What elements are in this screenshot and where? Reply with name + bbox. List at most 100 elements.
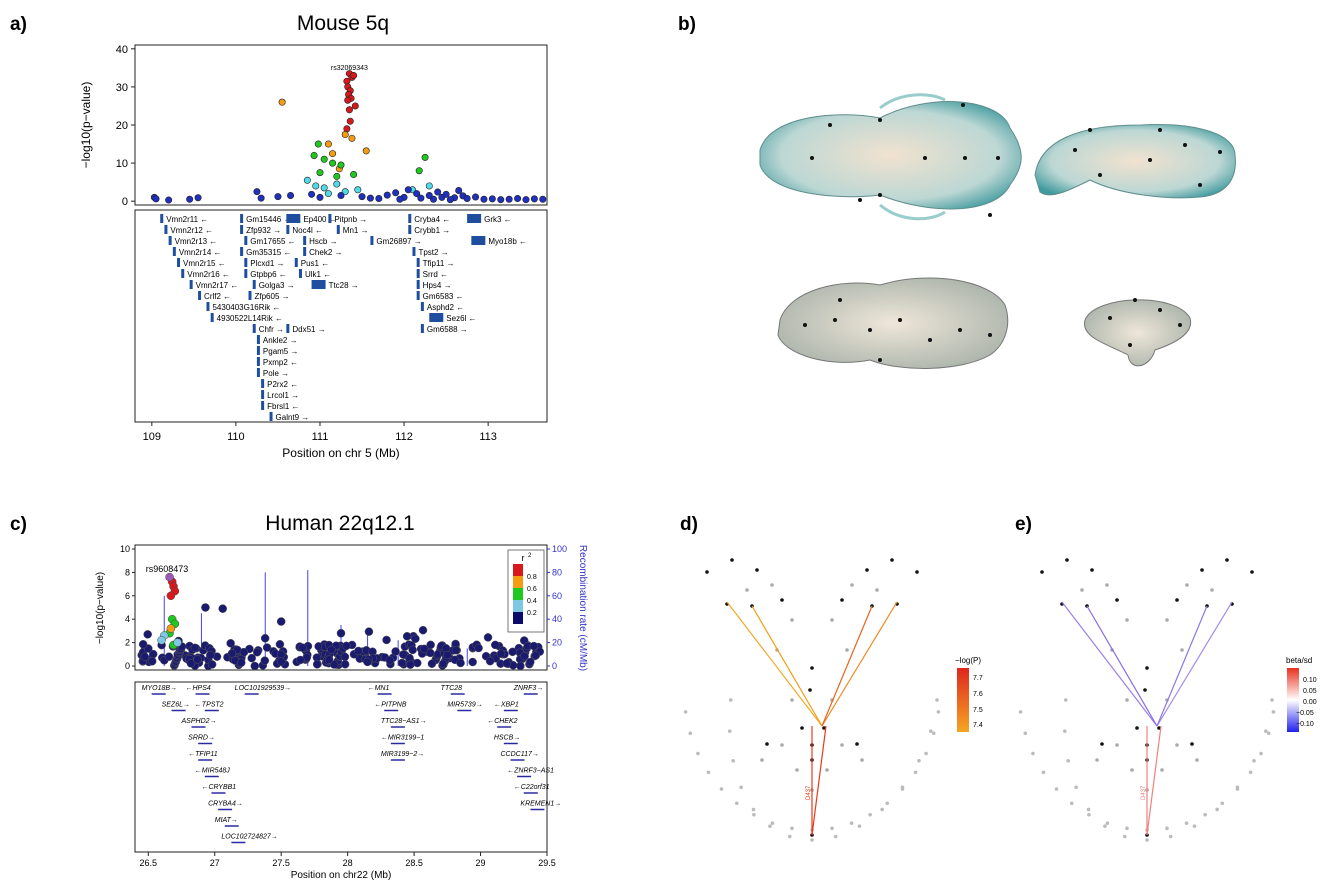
human-snp-point (261, 657, 269, 665)
face-landmark-dot (1250, 570, 1254, 574)
mouse-gene-box (337, 225, 340, 234)
mouse-gene-box (299, 269, 302, 278)
face-landmark-dot (1100, 742, 1104, 746)
skull-landmark-dot (1088, 128, 1092, 132)
face-landmark-dot (875, 588, 879, 592)
mouse-gene-box (244, 236, 247, 245)
mouse-xtick-label: 111 (312, 431, 329, 443)
human-snp-point (174, 639, 182, 647)
human-snp-point (141, 653, 149, 661)
mouse-gene-box (181, 269, 184, 278)
face-landmark-dot (840, 743, 844, 747)
logp-tick-1: 7.6 (973, 691, 983, 698)
human-snp-point (530, 642, 538, 650)
mouse-snp-point (498, 196, 504, 202)
skull-landmark-dot (988, 213, 992, 217)
r2-tick-06: 0.6 (527, 586, 537, 593)
human-y2tick-label: 20 (552, 638, 562, 648)
skull-landmark-dot (1098, 173, 1102, 177)
human-snp-point (219, 605, 227, 613)
skull-landmark-dot (988, 333, 992, 337)
face-edge-line (1147, 726, 1161, 835)
panel-b-label: b) (678, 14, 696, 35)
skull-landmark-dot (1158, 128, 1162, 132)
mouse-gene-label: Sez6l ← (446, 314, 476, 323)
human-snp-point (413, 659, 421, 667)
human-snp-point (419, 626, 427, 634)
skull-landmark-dot (1178, 323, 1182, 327)
mouse-snp-point (349, 135, 355, 141)
mouse-snp-point (514, 195, 520, 201)
human-gene-label: SEZ6L→ (162, 702, 190, 709)
mouse-gene-label: Pitpnb → (334, 215, 367, 224)
mouse-gene-label: Hps4 → (423, 281, 452, 290)
mouse-gene-box (286, 214, 300, 223)
mouse-snp-point (376, 195, 382, 201)
mouse-snp-point (481, 196, 487, 202)
mouse-snp-point (447, 196, 453, 202)
mouse-gene-label: Gm17655 ← (250, 237, 295, 246)
human-snp-point (325, 656, 333, 664)
mouse-snp-point (317, 169, 323, 175)
logp-colorbar: −log(P) 7.7 7.6 7.5 7.4 (955, 656, 983, 732)
human-y2tick-label: 100 (552, 544, 567, 554)
human-snp-point (158, 636, 166, 644)
human-gene-label: CRYBA4→ (208, 801, 243, 808)
r2-legend-title: r (522, 553, 525, 563)
mouse-snp-point (344, 78, 350, 84)
face-landmark-dot (840, 598, 844, 602)
mouse-gene-label: Pus1 ← (301, 259, 329, 268)
mouse-gene-label: Gm35315 ← (246, 248, 291, 257)
human-xtick-label: 27 (210, 858, 220, 868)
human-snp-point (194, 655, 202, 663)
human-gene-label: ←MIR3199−1 (381, 735, 424, 742)
face-landmark-dot (760, 758, 764, 762)
beta-tick-0: 0.10 (1303, 677, 1317, 684)
human-snp-point (206, 651, 214, 659)
face-landmark-dot (1225, 558, 1229, 562)
human-snp-point (403, 632, 411, 640)
skull-landmark-dot (878, 193, 882, 197)
human-snp-point (144, 630, 152, 638)
mouse-snp-point (464, 195, 470, 201)
mouse-snp-point (321, 156, 327, 162)
face-landmark-dot (924, 752, 928, 756)
skull-frontal-view (1084, 300, 1190, 366)
face-landmark-dot (868, 813, 872, 817)
human-snp-point (383, 636, 391, 644)
face-landmark-dot (1185, 583, 1189, 587)
mouse-gene-box (240, 247, 243, 256)
mouse-snp-point (422, 154, 428, 160)
face-landmark-dot (1215, 808, 1219, 812)
mouse-gene-box (417, 291, 420, 300)
mouse-lead-snp-label: rs32069343 (331, 65, 368, 72)
face-landmark-dot (752, 813, 756, 817)
human-snp-point (439, 660, 447, 668)
skull-landmark-dot (878, 358, 882, 362)
skull-ventral-view (778, 278, 1008, 369)
mouse-gene-label: Chek2 → (309, 248, 342, 257)
human-snp-point (191, 644, 199, 652)
skull-landmark-dot (923, 156, 927, 160)
beta-colorbar: beta/sd 0.10 0.05 0.00 −0.05 −0.10 (1286, 656, 1317, 732)
face-landmark-dot (1145, 838, 1149, 842)
mouse-gene-box (417, 280, 420, 289)
mouse-gene-box (408, 225, 411, 234)
human-ytick-label: 8 (125, 567, 130, 577)
mouse-gene-box (240, 214, 243, 223)
human-xtick-label: 28.5 (405, 858, 423, 868)
skull-landmark-dot (1133, 298, 1137, 302)
human-snp-point (497, 650, 505, 658)
mouse-snp-point (418, 195, 424, 201)
face-landmark-dot (795, 768, 799, 772)
human-snp-point (420, 645, 428, 653)
face-landmark-dot (1063, 729, 1067, 733)
face-landmark-dot (1267, 731, 1271, 735)
skull-landmark-dot (1198, 183, 1202, 187)
skull-landmark-dot (963, 156, 967, 160)
mouse-gene-box (249, 291, 252, 300)
human-snp-point (167, 625, 175, 633)
human-gene-label: ←CRYBB1 (201, 784, 236, 791)
mouse-gene-label: Noc4l ← (292, 226, 323, 235)
mouse-gene-label: Gm26897 → (376, 237, 421, 246)
